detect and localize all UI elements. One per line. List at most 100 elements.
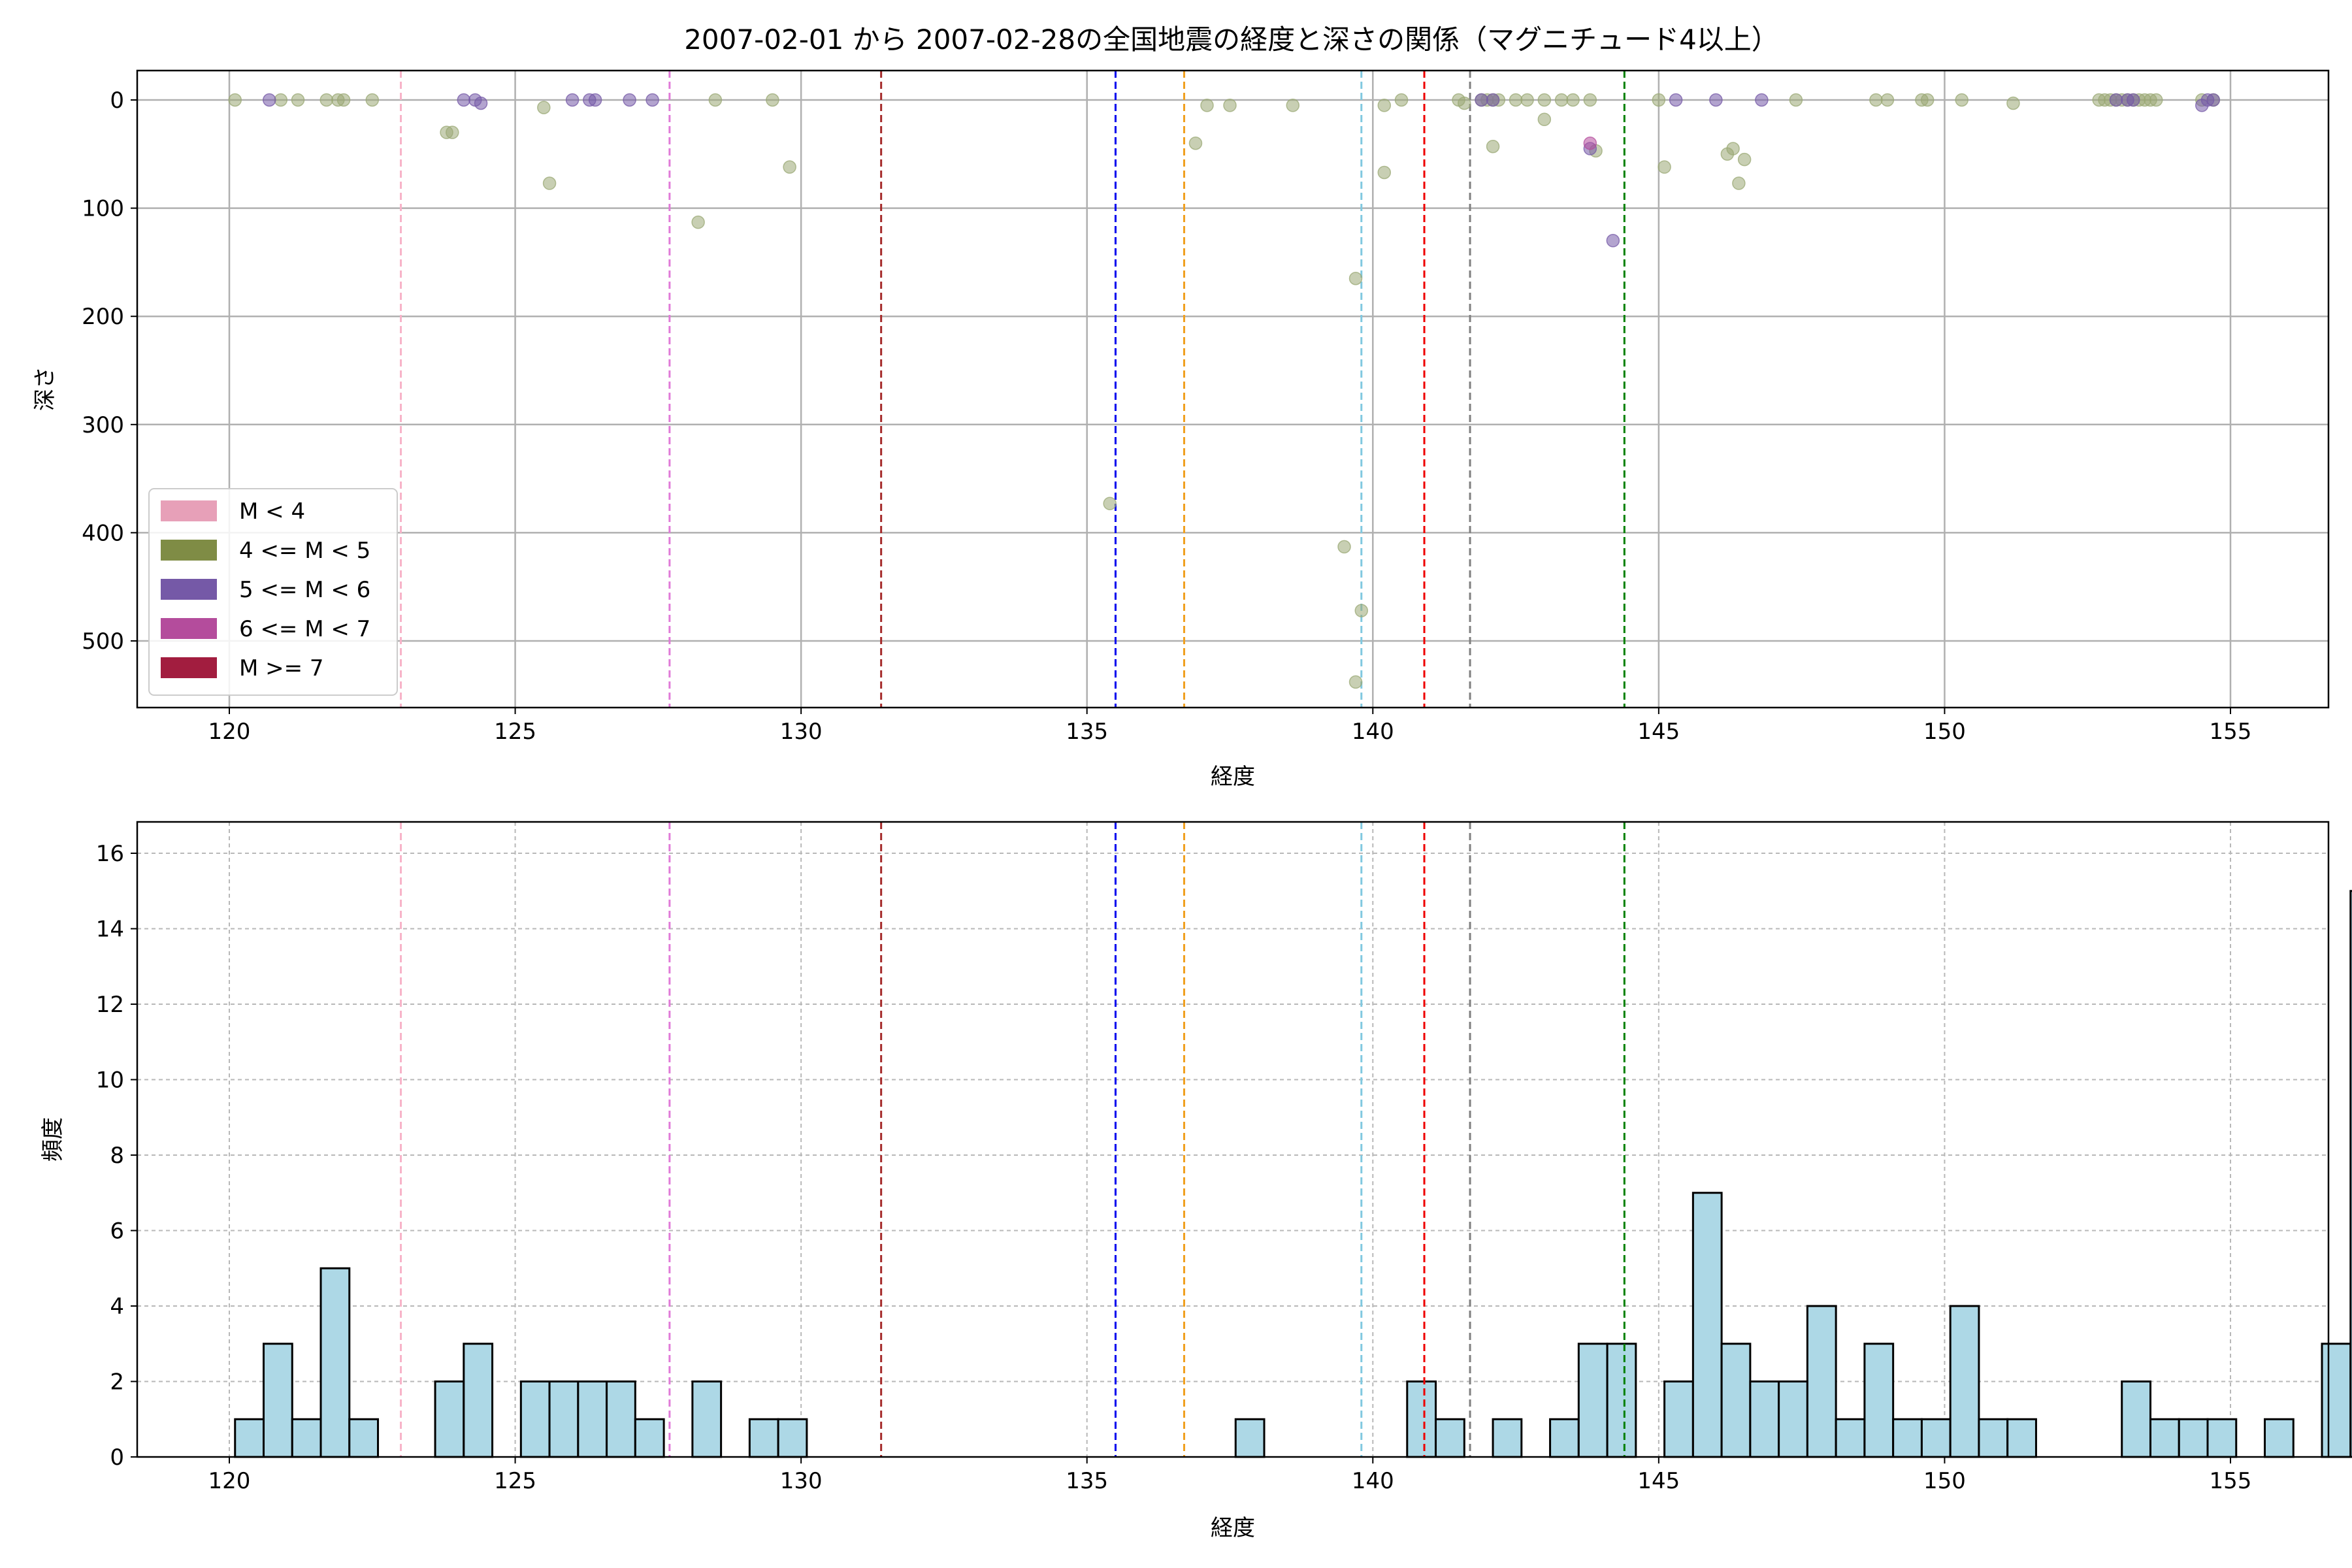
scatter-point (1475, 93, 1488, 107)
histogram-bar (319, 1267, 351, 1458)
histogram-bar (2121, 1380, 2151, 1458)
y-tick-label: 300 (82, 412, 124, 438)
histogram-bar (2006, 1418, 2037, 1458)
x-tick-label: 120 (208, 719, 251, 745)
histogram-bar (1749, 1380, 1780, 1458)
scatter-point (1554, 93, 1569, 107)
scatter-point (645, 93, 659, 107)
scatter-point (1537, 93, 1552, 107)
legend-swatch (161, 657, 217, 678)
scatter-point (1606, 234, 1620, 248)
scatter-point (1789, 93, 1803, 107)
histogram-bar (748, 1418, 779, 1458)
histogram-bar (1577, 1343, 1609, 1458)
y-tick-label: 0 (110, 88, 124, 114)
histogram-bar (2206, 1418, 2238, 1458)
scatter-point (1486, 139, 1500, 154)
scatter-point (537, 101, 551, 114)
scatter-x-axis-label: 経度 (1211, 764, 1255, 790)
histogram-bar (1606, 1343, 1637, 1458)
scatter-point (336, 93, 351, 107)
scatter-point (2149, 93, 2163, 107)
histogram-bar (2264, 1418, 2295, 1458)
scatter-point (1755, 93, 1769, 107)
y-tick-label: 0 (110, 1445, 124, 1471)
y-tick-label: 8 (110, 1143, 124, 1169)
histogram-bar (548, 1380, 580, 1458)
scatter-panel: 120 125 130 135 140 145 150 155 0 100 200 300 400 50… (32, 69, 2330, 790)
figure-title: 2007-02-01 から 2007-02-28の全国地震の経度と深さの関係（マ… (684, 24, 1779, 56)
scatter-plot-area (137, 71, 2328, 708)
scatter-point (1583, 93, 1597, 107)
histogram-bar (1835, 1418, 1866, 1458)
histogram-bar (691, 1380, 723, 1458)
x-tick-label: 150 (1923, 1468, 1966, 1494)
scatter-point (1920, 93, 1935, 107)
histogram-bar (1663, 1380, 1694, 1458)
legend-swatch (161, 579, 217, 600)
x-tick-label: 130 (780, 719, 823, 745)
scatter-point (1354, 604, 1369, 617)
histogram-bar (2149, 1418, 2180, 1458)
scatter-point (1566, 93, 1580, 107)
scatter-point (1377, 165, 1392, 180)
scatter-point (263, 93, 276, 107)
y-tick-label: 10 (96, 1068, 124, 1094)
scatter-point (1520, 93, 1534, 107)
x-tick-label: 145 (1637, 1468, 1680, 1494)
histogram-reference-lines (400, 822, 1625, 1457)
scatter-point (1348, 271, 1363, 286)
scatter-point (1377, 99, 1392, 112)
histogram-y-axis-label: 頻度 (40, 1117, 66, 1162)
scatter-point (1200, 99, 1214, 112)
y-tick-label: 4 (110, 1294, 124, 1320)
y-tick-label: 16 (96, 841, 124, 867)
scatter-point (2109, 93, 2123, 107)
y-tick-label: 12 (96, 992, 124, 1018)
histogram-bar (1406, 1380, 1437, 1458)
histogram-x-axis-label: 経度 (1211, 1515, 1255, 1541)
scatter-point (1726, 142, 1740, 155)
scatter-point (1509, 93, 1523, 107)
histogram-bar (1492, 1418, 1523, 1458)
histogram-bar (1435, 1418, 1465, 1458)
histogram-y-ticks: 0 2 4 6 8 10 12 14 16 (96, 841, 137, 1471)
histogram-bar (2178, 1418, 2209, 1458)
histogram-bar (434, 1380, 465, 1458)
scatter-point (1869, 93, 1883, 107)
scatter-point (457, 93, 471, 107)
legend-swatch (161, 618, 217, 639)
scatter-point (1737, 152, 1752, 167)
scatter-point (1394, 93, 1409, 107)
scatter-point (708, 93, 723, 107)
scatter-point (1658, 160, 1671, 174)
scatter-y-axis-label: 深さ (32, 367, 58, 411)
scatter-point (1537, 112, 1552, 127)
histogram-bar (463, 1343, 494, 1458)
histogram-bar (777, 1418, 808, 1458)
histogram-bars (234, 890, 2352, 1458)
x-tick-label: 155 (2210, 719, 2252, 745)
y-tick-label: 6 (110, 1218, 124, 1245)
histogram-panel: 120 125 130 135 140 145 150 155 0 2 4 6 8 10 12 14 16 経… (40, 821, 2352, 1541)
histogram-bar (348, 1418, 380, 1458)
scatter-point (474, 96, 488, 110)
x-tick-label: 140 (1352, 719, 1394, 745)
scatter-point (291, 93, 305, 107)
x-tick-label: 145 (1637, 719, 1680, 745)
scatter-point (691, 215, 705, 229)
scatter-point (446, 125, 459, 139)
scatter-point (1188, 136, 1203, 150)
scatter-point (1348, 675, 1363, 689)
scatter-point (319, 93, 334, 107)
scatter-point (1458, 96, 1471, 110)
x-tick-label: 150 (1923, 719, 1966, 745)
histogram-bar (1949, 1305, 1980, 1458)
scatter-points (228, 93, 2220, 689)
scatter-point (1880, 93, 1895, 107)
histogram-bar (519, 1380, 551, 1458)
scatter-point (1732, 176, 1746, 190)
scatter-point (623, 93, 636, 107)
scatter-point (2006, 96, 2020, 110)
